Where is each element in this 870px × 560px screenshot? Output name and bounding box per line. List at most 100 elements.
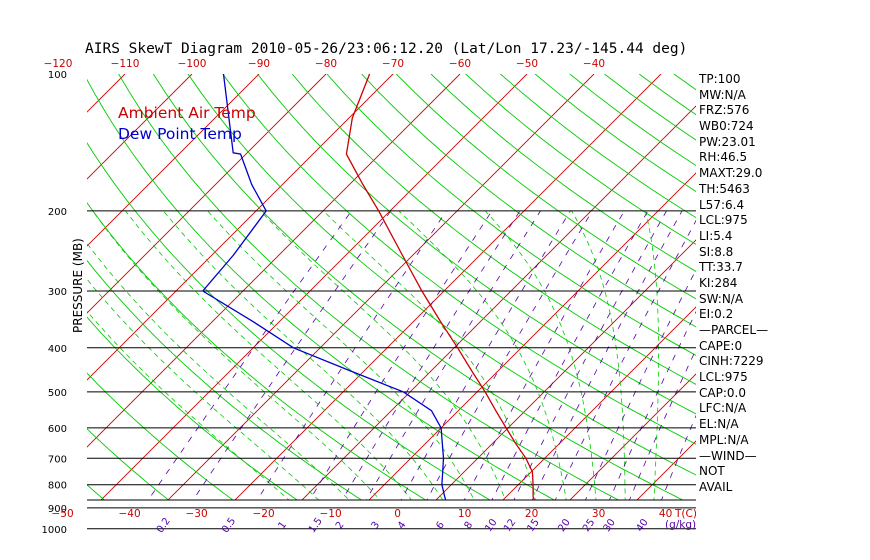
pressure-tick-label: 100 xyxy=(48,70,67,81)
moist-adiabat-line xyxy=(484,210,597,500)
bottom-temp-tick-label: −30 xyxy=(186,508,208,520)
dry-adiabat-line xyxy=(87,142,491,500)
top-temp-tick-label: −90 xyxy=(248,58,270,70)
sounding-index-item: FRZ:576 xyxy=(699,103,750,118)
mixing-ratio-line xyxy=(491,210,649,500)
isotherm-line xyxy=(87,74,394,381)
sounding-indices: TP:100 MW:N/A FRZ:576 WB0:724 PW:23.01 RH:46.… xyxy=(699,72,768,496)
mixing-ratio-line xyxy=(147,210,352,500)
mixing-ratio-tick-label: 12 xyxy=(502,517,518,534)
mixing-ratio-line xyxy=(309,210,493,500)
mixing-ratio-line xyxy=(192,210,392,500)
dry-adiabat-line xyxy=(152,74,684,500)
moist-adiabat-line xyxy=(260,210,506,500)
mixing-ratio-line xyxy=(365,210,541,500)
mixing-ratio-tick-label: 6 xyxy=(434,520,447,532)
mixing-ratio-tick-label: 1 xyxy=(276,520,289,532)
pressure-tick-label: 400 xyxy=(48,344,67,355)
mixing-ratio-tick-label: 40 xyxy=(634,517,650,534)
bottom-temp-tick-label: 30 xyxy=(592,508,605,520)
mixing-ratio-line xyxy=(463,210,625,500)
dry-adiabat-line xyxy=(187,74,696,476)
dry-adiabat-line xyxy=(87,428,170,500)
sounding-index-item: L57:6.4 xyxy=(699,197,745,212)
dry-adiabat-line xyxy=(87,316,299,500)
top-temp-tick-label: −80 xyxy=(315,58,337,70)
mixing-ratio-tick-label: 3 xyxy=(370,520,383,532)
dry-adiabat-line xyxy=(500,74,696,219)
sounding-index-item: CINH:7229 xyxy=(699,354,764,369)
isotherm-line xyxy=(0,74,58,538)
pressure-tick-label: 1000 xyxy=(42,525,67,536)
chart-title: AIRS SkewT Diagram 2010-05-26/23:06:12.2… xyxy=(85,41,687,57)
pressure-tick-label: 700 xyxy=(48,454,67,465)
isotherm-line xyxy=(87,74,193,180)
legend-ambient-label: Ambient Air Temp xyxy=(118,104,256,122)
y-axis-label: PRESSURE (MB) xyxy=(71,238,85,333)
dry-adiabat-line xyxy=(430,74,696,272)
top-temp-tick-label: −70 xyxy=(382,58,404,70)
isotherm-line xyxy=(569,373,696,500)
moist-adiabat-line xyxy=(323,210,537,500)
sounding-index-item: NOT xyxy=(699,464,725,479)
dry-adiabat-line xyxy=(395,74,696,300)
sounding-index-item: —WIND— xyxy=(699,448,757,463)
top-temp-tick-label: −50 xyxy=(516,58,538,70)
top-temp-tick-label: −60 xyxy=(449,58,471,70)
isotherm-line xyxy=(87,74,327,314)
dry-adiabat-line xyxy=(118,74,620,500)
dry-adiabat-line xyxy=(326,74,696,356)
dry-adiabat-line xyxy=(87,202,427,500)
moist-adiabat-line xyxy=(571,210,626,500)
dry-adiabat-line xyxy=(87,78,556,500)
sounding-index-item: EI:0.2 xyxy=(699,307,734,322)
sounding-index-item: TT:33.7 xyxy=(699,260,743,275)
moist-adiabat-line xyxy=(163,210,444,500)
moist-adiabat-line xyxy=(92,210,381,500)
mixing-ratio-line xyxy=(256,210,447,500)
dry-adiabat-line xyxy=(87,372,234,500)
dry-adiabat-line xyxy=(291,74,696,385)
dewpoint-temp-line xyxy=(201,74,447,500)
moist-adiabat-line xyxy=(398,210,567,500)
sounding-index-item: RH:46.5 xyxy=(699,150,748,165)
isotherm-line xyxy=(800,74,870,538)
mixing-ratio-tick-label: 4 xyxy=(396,520,409,532)
sounding-index-item: LCL:975 xyxy=(699,370,748,385)
sounding-index-item: AVAIL xyxy=(699,479,733,494)
pressure-tick-label: 200 xyxy=(48,207,67,218)
mixing-ratio-tick-label: 2 xyxy=(334,520,347,532)
top-temp-tick-label: −110 xyxy=(111,58,140,70)
bottom-temp-tick-label: −20 xyxy=(253,508,275,520)
bottom-temp-tick-label: 0 xyxy=(394,508,401,520)
pressure-tick-label: 300 xyxy=(48,287,67,298)
mixing-ratio-line xyxy=(513,210,667,500)
sounding-index-item: LI:5.4 xyxy=(699,228,733,243)
top-temp-tick-label: −40 xyxy=(583,58,605,70)
pressure-tick-label: 600 xyxy=(48,424,67,435)
pressure-tick-label: 500 xyxy=(48,388,67,399)
mixing-ratio-tick-label: 10 xyxy=(483,517,499,534)
top-temp-tick-label: −100 xyxy=(178,58,207,70)
sounding-index-item: TH:5463 xyxy=(699,181,750,196)
sounding-index-item: CAPE:0 xyxy=(699,338,743,353)
dry-adiabat-line xyxy=(257,74,696,415)
moist-adiabat-line xyxy=(645,210,659,500)
moist-adiabat-line xyxy=(207,210,475,500)
isotherm-line xyxy=(87,74,260,247)
sounding-index-item: MPL:N/A xyxy=(699,432,749,447)
sounding-index-item: PW:23.01 xyxy=(699,134,756,149)
mixing-ratio-line xyxy=(531,210,683,500)
ambient-temp-line xyxy=(345,74,536,500)
isotherm-line xyxy=(100,74,528,500)
pressure-tick-label: 800 xyxy=(48,481,67,492)
bottom-temp-tick-label: −10 xyxy=(320,508,342,520)
pressure-tick-label: 900 xyxy=(48,504,67,515)
sounding-index-item: KI:284 xyxy=(699,275,738,290)
mixing-ratio-line xyxy=(400,210,571,500)
bottom-temp-tick-label: −40 xyxy=(119,508,141,520)
sounding-index-item: SW:N/A xyxy=(699,291,744,306)
background-grid xyxy=(0,74,870,538)
sounding-index-item: —PARCEL— xyxy=(699,323,769,337)
